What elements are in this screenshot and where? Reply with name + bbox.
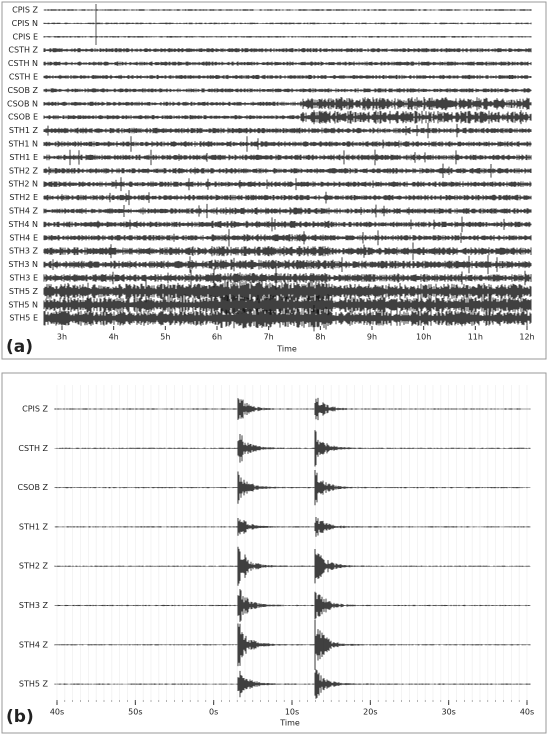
channel-label: STH5 N	[8, 300, 38, 309]
x-tick-label: 8h	[315, 333, 325, 342]
waveform	[43, 242, 532, 260]
waveform	[43, 177, 532, 192]
waveform	[54, 430, 531, 467]
x-tick-label: 4h	[109, 333, 119, 342]
x-tick-label: 5h	[160, 333, 170, 342]
waveform	[43, 36, 532, 38]
waveform	[43, 149, 532, 166]
waveform	[43, 110, 532, 125]
channel-label: STH2 E	[9, 193, 38, 202]
channel-label: CPIS E	[13, 32, 38, 41]
x-tick-label: 7h	[264, 333, 274, 342]
channel-label: STH3 E	[9, 274, 38, 283]
channel-label: STH3 Z	[19, 601, 49, 610]
waveform	[54, 517, 531, 537]
channel-label: STH4 E	[9, 233, 38, 242]
waveform	[43, 203, 532, 219]
channel-label: STH4 Z	[19, 640, 49, 649]
channel-label: CSTH E	[9, 73, 38, 82]
x-tick-label: 6h	[212, 333, 222, 342]
x-tick-label: 50s	[128, 708, 142, 717]
waveform	[43, 294, 532, 316]
waveform	[43, 305, 532, 332]
waveform	[54, 619, 531, 670]
waveform	[43, 255, 532, 275]
channel-label: STH1 N	[8, 140, 38, 149]
channel-label: STH4 Z	[9, 207, 39, 216]
waveform	[54, 589, 531, 622]
axis-label: Time	[279, 719, 300, 728]
channel-label: CPIS Z	[22, 405, 48, 414]
waveform	[43, 229, 532, 247]
channel-label: CSOB Z	[18, 483, 49, 492]
waveform	[43, 9, 532, 11]
channel-label: STH5 Z	[19, 680, 49, 689]
channel-label: CSOB Z	[8, 86, 39, 95]
x-tick-label: 30s	[441, 708, 455, 717]
channel-label: STH5 E	[9, 314, 38, 323]
x-tick-label: 9h	[367, 333, 377, 342]
channel-label: STH5 Z	[9, 287, 39, 296]
channel-label: CSOB E	[8, 113, 38, 122]
channel-label: STH3 N	[8, 260, 38, 269]
waveform	[43, 190, 532, 206]
waveform	[43, 216, 532, 233]
panel-label: (a)	[6, 337, 33, 357]
waveform	[43, 22, 532, 25]
x-tick-label: 12h	[519, 333, 534, 342]
waveform	[43, 74, 532, 80]
waveform	[43, 122, 532, 139]
x-tick-label: 11h	[468, 333, 483, 342]
x-tick-label: 3h	[57, 333, 67, 342]
channel-label: CSTH Z	[8, 46, 38, 55]
waveform	[43, 61, 532, 66]
axis-label: Time	[276, 345, 297, 354]
channel-label: CSTH Z	[18, 444, 48, 453]
x-tick-label: 20s	[363, 708, 377, 717]
waveform	[43, 163, 532, 178]
x-tick-label: 10s	[285, 708, 299, 717]
channel-label: STH1 E	[9, 153, 38, 162]
channel-label: STH4 N	[8, 220, 38, 229]
waveform	[43, 136, 532, 152]
channel-label: STH1 Z	[19, 522, 49, 531]
x-tick-label: 40s	[520, 708, 534, 717]
waveform	[43, 279, 532, 304]
waveform	[54, 546, 531, 586]
waveform	[43, 48, 532, 53]
channel-label: CPIS Z	[12, 6, 38, 15]
x-tick-label: 10h	[416, 333, 431, 342]
channel-label: CPIS N	[12, 19, 38, 28]
x-tick-label: 40s	[50, 708, 64, 717]
waveform	[43, 97, 532, 111]
panel-b-frame	[1, 372, 547, 734]
panel-label: (b)	[6, 707, 34, 727]
channel-label: STH3 Z	[9, 247, 39, 256]
waveform	[54, 470, 531, 506]
channel-label: STH2 Z	[19, 562, 49, 571]
waveform	[54, 669, 531, 699]
waveform	[43, 88, 532, 93]
channel-label: STH2 N	[8, 180, 38, 189]
x-tick-label: 0s	[209, 708, 218, 717]
waveform	[54, 397, 531, 421]
channel-label: CSOB N	[7, 99, 38, 108]
channel-label: STH2 Z	[9, 166, 39, 175]
channel-label: CSTH N	[8, 59, 38, 68]
waveform	[43, 266, 532, 290]
channel-label: STH1 Z	[9, 126, 39, 135]
